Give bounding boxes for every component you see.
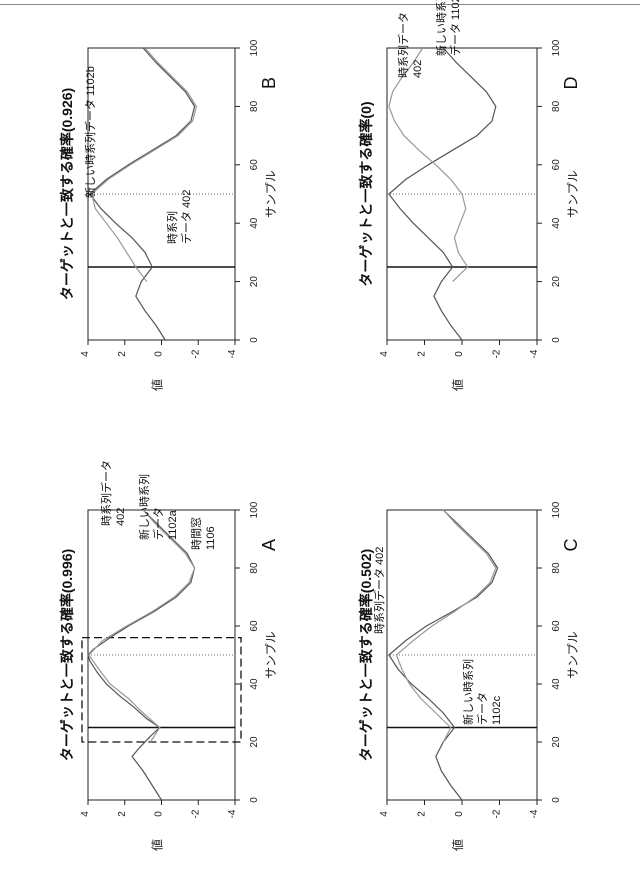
y-tick-label: -4: [529, 349, 540, 358]
annotation-text: 402: [115, 508, 127, 526]
annotation-text: 時間窓: [189, 517, 203, 550]
time-window-box: [81, 636, 242, 743]
panel-label: A: [259, 539, 279, 551]
y-tick-label: 4: [379, 351, 390, 357]
y-tick-label: 0: [154, 351, 165, 357]
plot-frame: [87, 509, 236, 801]
series-line-1: [388, 47, 497, 341]
y-tick-label: 0: [454, 811, 465, 817]
chart-title: ターゲットと一致する確率(0): [358, 101, 374, 286]
annotation-text: 新しい時系列: [137, 474, 151, 540]
x-tick-label: 100: [551, 501, 562, 518]
y-tick-label: -4: [227, 349, 238, 358]
y-tick-label: 4: [80, 811, 91, 817]
x-tick-label: 40: [551, 678, 562, 690]
x-tick-label: 80: [249, 100, 260, 112]
annotation-text: 新しい時系列: [461, 659, 475, 725]
annotation-text: 時系列データ: [396, 12, 410, 78]
annotation-text: データ: [475, 692, 489, 725]
x-tick-label: 100: [249, 39, 260, 56]
chart-title: ターゲットと一致する確率(0.996): [59, 549, 75, 761]
x-tick-label: 60: [551, 159, 562, 171]
x-tick-label: 0: [551, 337, 562, 343]
x-axis-label: サンプル: [566, 631, 580, 679]
y-tick-label: -2: [190, 349, 201, 358]
series-line-1: [388, 509, 499, 801]
series-line-2: [395, 509, 497, 743]
x-tick-label: 100: [551, 39, 562, 56]
chart-title: ターゲットと一致する確率(0.502): [358, 549, 374, 761]
y-tick-label: -2: [492, 349, 503, 358]
x-tick-label: 20: [249, 276, 260, 288]
y-tick-label: -4: [529, 809, 540, 818]
y-tick-label: 0: [454, 351, 465, 357]
x-tick-label: 60: [249, 159, 260, 171]
series-line-2: [88, 509, 196, 743]
x-tick-label: 80: [551, 562, 562, 574]
x-tick-label: 40: [551, 217, 562, 229]
panel-label: D: [561, 77, 581, 90]
x-tick-label: 0: [249, 797, 260, 803]
series-line-2: [91, 47, 198, 282]
series-line-1: [88, 47, 196, 341]
x-tick-label: 20: [551, 276, 562, 288]
x-tick-label: 20: [249, 736, 260, 748]
x-tick-label: 0: [249, 337, 260, 343]
plot-frame: [87, 47, 236, 341]
y-axis-label: 値: [450, 839, 465, 851]
chart-panel-D: 4 2 0 -2 -4020406080100サンプル値ターゲットと一致する確率(0)D…: [358, 0, 581, 391]
panel-label: C: [561, 539, 581, 552]
y-axis-label: 値: [150, 379, 165, 391]
annotation-text: 1102a: [167, 509, 179, 540]
top-rule: [0, 4, 640, 5]
y-tick-label: -2: [190, 809, 201, 818]
y-tick-label: -4: [227, 809, 238, 818]
panel-label: B: [259, 77, 279, 89]
y-tick-label: 4: [80, 351, 91, 357]
annotation-text: データ 1102d: [448, 0, 462, 56]
annotation-text: 時系列: [165, 211, 179, 244]
annotation-text: 1106: [205, 526, 217, 550]
x-tick-label: 80: [551, 100, 562, 112]
x-axis-label: サンプル: [264, 170, 278, 218]
annotation-text: 1102c: [491, 695, 503, 725]
annotation-text: 402: [412, 60, 424, 78]
x-axis-label: サンプル: [264, 631, 278, 679]
chart-panel-B: 4 2 0 -2 -4020406080100サンプル値ターゲットと一致する確率(0.9…: [59, 39, 279, 391]
x-tick-label: 20: [551, 736, 562, 748]
y-tick-label: 2: [117, 351, 128, 357]
x-tick-label: 60: [249, 620, 260, 632]
y-tick-label: -2: [492, 809, 503, 818]
chart-panel-C: 4 2 0 -2 -4020406080100サンプル値ターゲットと一致する確率(0.5…: [358, 501, 581, 851]
annotation-text: 新しい時系列: [434, 0, 448, 56]
x-tick-label: 100: [249, 501, 260, 518]
y-tick-label: 2: [117, 811, 128, 817]
annotation-text: 時系列データ: [99, 460, 113, 526]
annotation-text: データ 402: [179, 190, 193, 244]
chart-title: ターゲットと一致する確率(0.926): [59, 88, 75, 300]
y-axis-label: 値: [450, 379, 465, 391]
annotation-text: 時系列データ 402: [372, 547, 386, 634]
x-tick-label: 40: [249, 678, 260, 690]
annotation-text: データ: [151, 507, 165, 540]
x-axis-label: サンプル: [566, 170, 580, 218]
x-tick-label: 0: [551, 797, 562, 803]
y-tick-label: 2: [417, 811, 428, 817]
x-tick-label: 80: [249, 562, 260, 574]
y-tick-label: 4: [379, 811, 390, 817]
y-tick-label: 0: [154, 811, 165, 817]
x-tick-label: 60: [551, 620, 562, 632]
annotation-text: 新しい時系列データ 1102b: [83, 66, 97, 198]
series-line-2: [388, 47, 469, 283]
y-tick-label: 2: [417, 351, 428, 357]
chart-panel-A: 4 2 0 -2 -4020406080100サンプル値ターゲットと一致する確率(0.9…: [59, 460, 279, 851]
x-tick-label: 40: [249, 217, 260, 229]
y-axis-label: 値: [150, 839, 165, 851]
